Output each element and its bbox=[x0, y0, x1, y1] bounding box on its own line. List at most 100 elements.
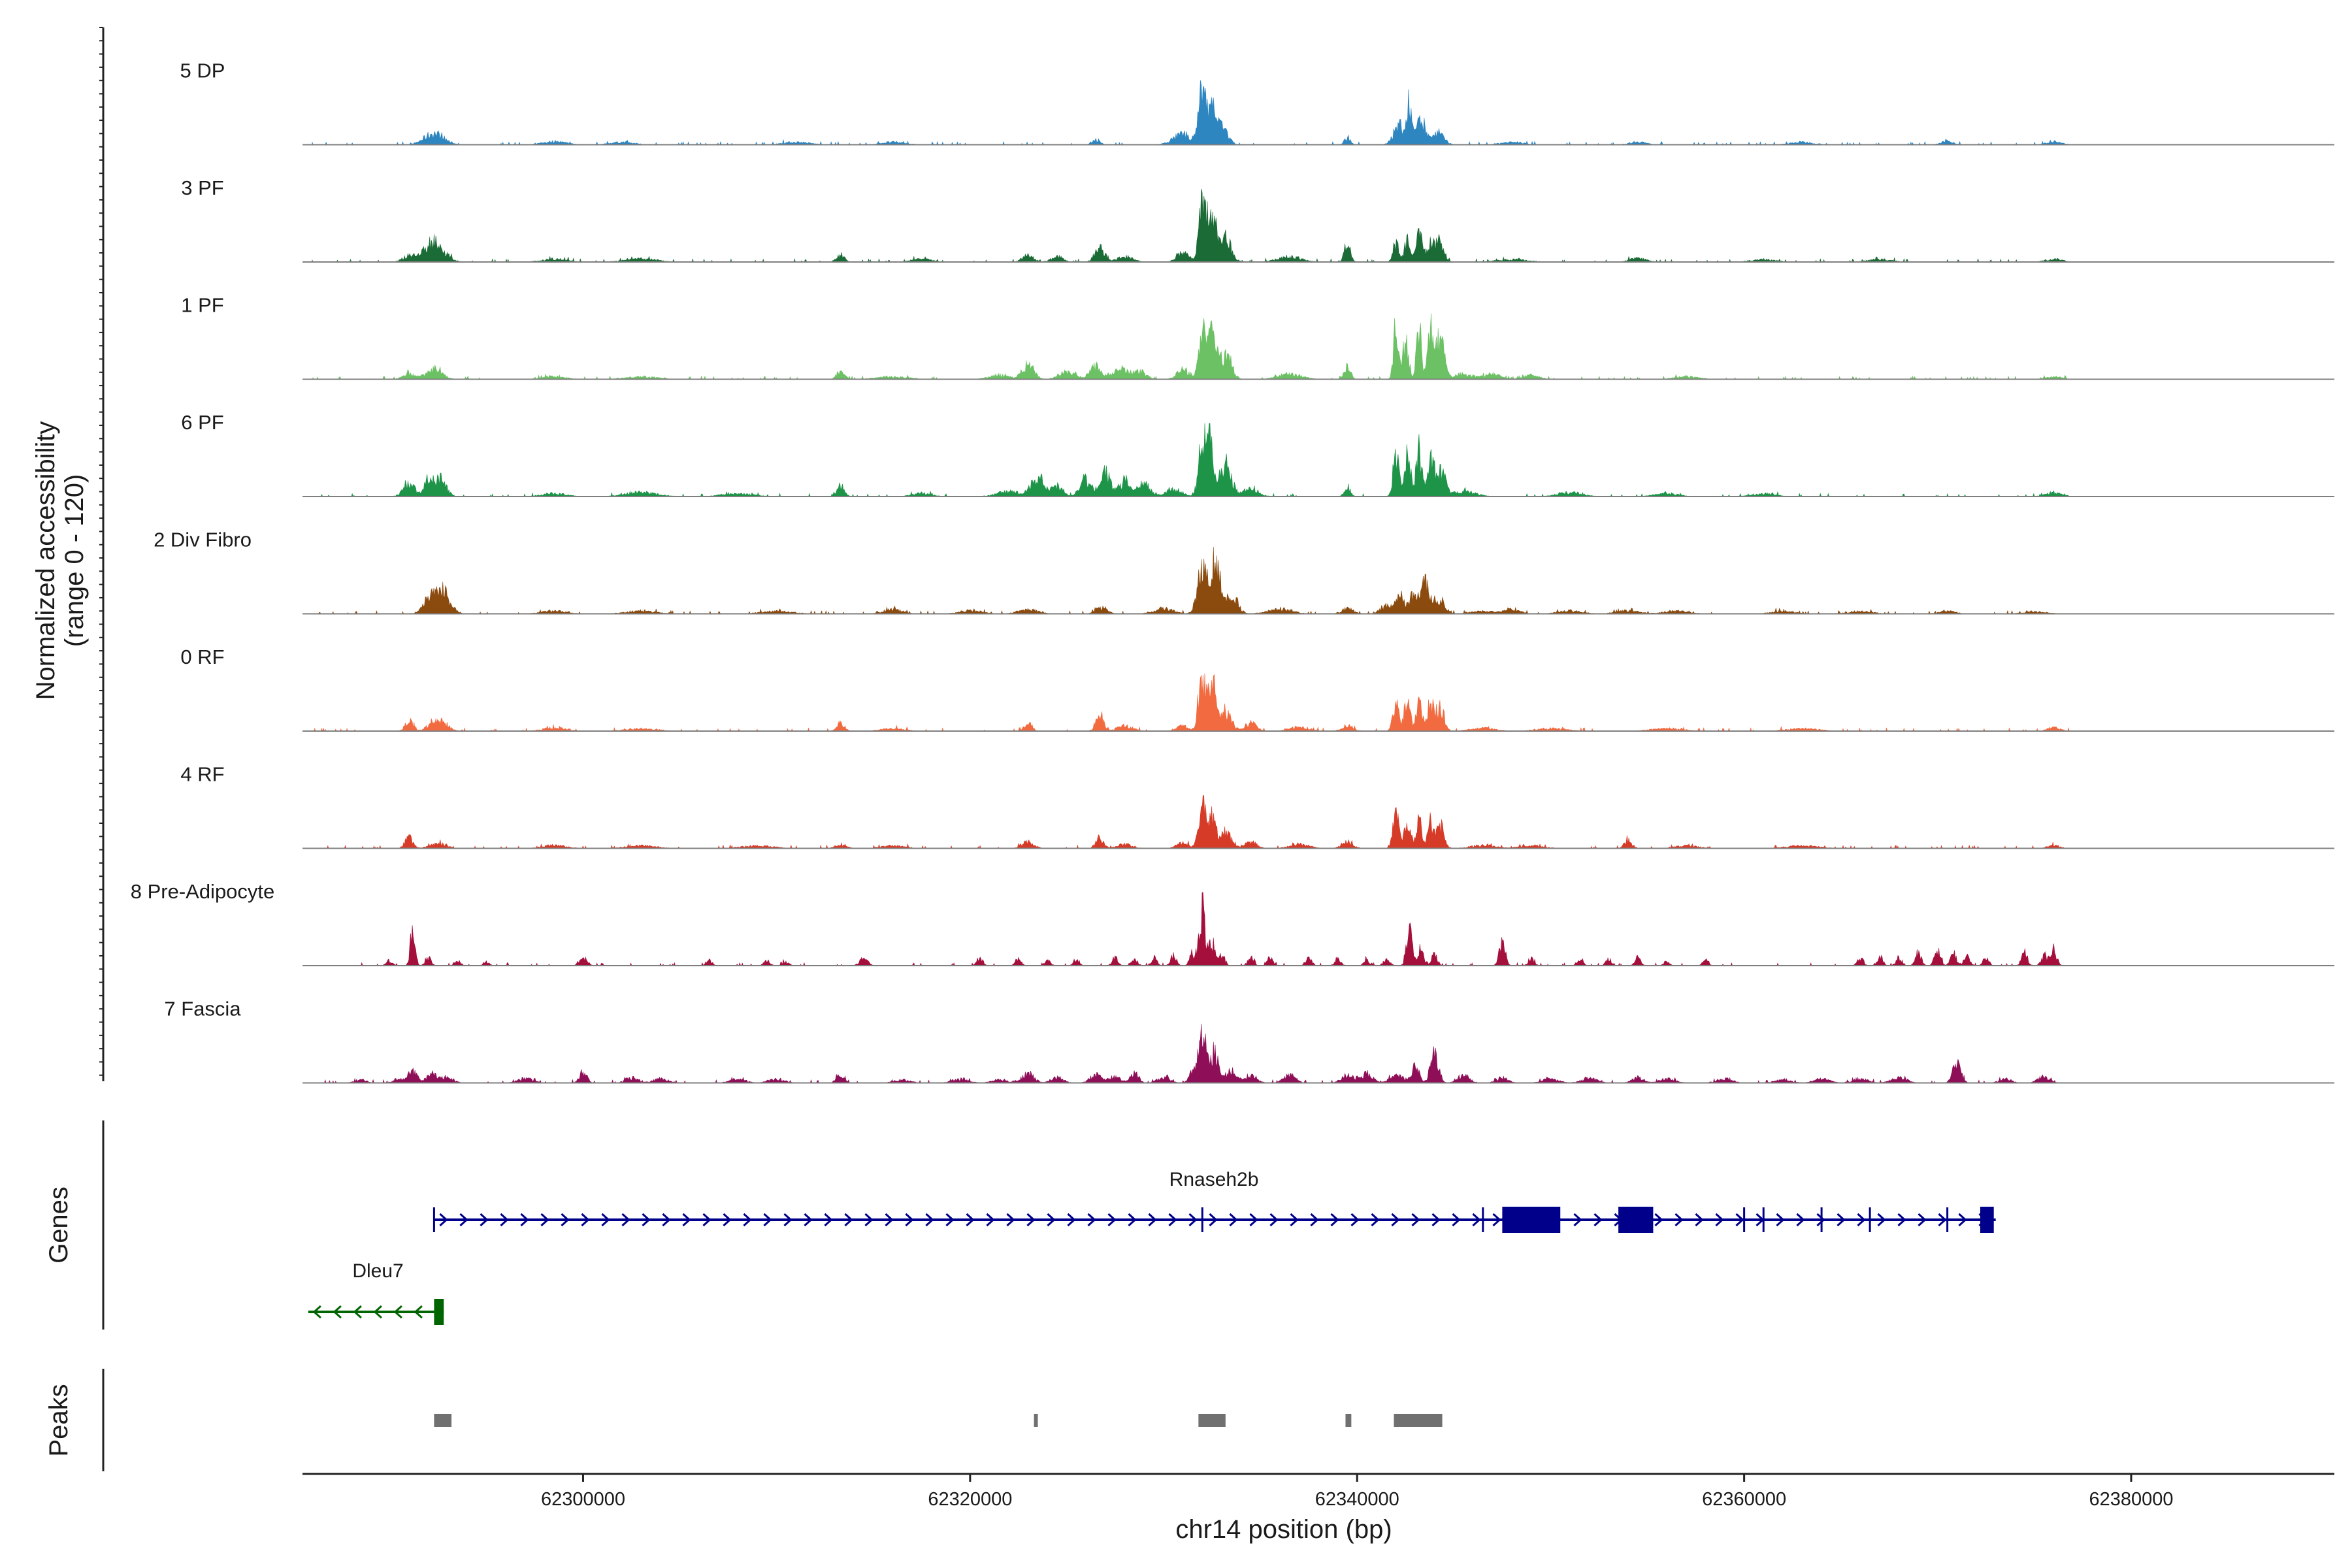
x-axis-title: chr14 position (bp) bbox=[1175, 1515, 1392, 1544]
strand-arrow bbox=[1918, 1213, 1927, 1227]
strand-arrow bbox=[1837, 1213, 1846, 1227]
y-axis-title-line1: Normalized accessibility bbox=[31, 421, 60, 700]
strand-arrow bbox=[1411, 1213, 1420, 1227]
strand-arrow bbox=[864, 1213, 874, 1227]
peak-region bbox=[1394, 1414, 1443, 1427]
strand-arrow bbox=[1452, 1213, 1461, 1227]
track-label: 4 RF bbox=[180, 763, 224, 786]
strand-arrow bbox=[885, 1213, 894, 1227]
x-tick-label: 62380000 bbox=[2089, 1489, 2173, 1510]
peak-regions bbox=[434, 1414, 1443, 1427]
gene-name: Dleu7 bbox=[352, 1260, 403, 1282]
strand-arrow bbox=[804, 1213, 813, 1227]
strand-arrow bbox=[1168, 1213, 1177, 1227]
strand-arrow bbox=[1290, 1213, 1299, 1227]
strand-arrow bbox=[1816, 1213, 1825, 1227]
coverage-area bbox=[312, 80, 2070, 146]
strand-arrow bbox=[1674, 1213, 1684, 1227]
x-tick-label: 62340000 bbox=[1315, 1489, 1399, 1510]
strand-arrow bbox=[414, 1305, 423, 1319]
strand-arrow bbox=[986, 1213, 995, 1227]
gene-name: Rnaseh2b bbox=[1169, 1169, 1259, 1190]
strand-arrow bbox=[520, 1213, 529, 1227]
track-label: 6 PF bbox=[181, 411, 223, 434]
track-label: 8 Pre-Adipocyte bbox=[131, 880, 275, 903]
strand-arrow bbox=[1654, 1213, 1663, 1227]
strand-arrow bbox=[1249, 1213, 1258, 1227]
strand-arrow bbox=[905, 1213, 914, 1227]
strand-arrow bbox=[1067, 1213, 1076, 1227]
strand-arrow bbox=[763, 1213, 772, 1227]
strand-arrow bbox=[621, 1213, 630, 1227]
strand-arrow bbox=[1087, 1213, 1096, 1227]
track-0-rf: 0 RF bbox=[180, 645, 2334, 732]
strand-arrow bbox=[1330, 1213, 1339, 1227]
coverage-tracks: 5 DP 3 PF 1 PF 6 PF 2 Div Fibro 0 RF 4 RF 8 Pre… bbox=[131, 59, 2334, 1084]
track-4-rf: 4 RF bbox=[180, 763, 2334, 849]
strand-arrow bbox=[1391, 1213, 1400, 1227]
strand-arrow bbox=[1796, 1213, 1805, 1227]
x-axis-ticks: 62300000 62320000 62340000 62360000 62380000 bbox=[541, 1474, 2174, 1510]
coverage-area bbox=[312, 892, 2070, 966]
peak-region bbox=[1034, 1414, 1038, 1427]
strand-arrow bbox=[702, 1213, 711, 1227]
strand-arrow bbox=[561, 1213, 570, 1227]
strand-arrow bbox=[1107, 1213, 1117, 1227]
strand-arrow bbox=[1573, 1213, 1582, 1227]
strand-arrow bbox=[500, 1213, 509, 1227]
strand-arrow bbox=[743, 1213, 752, 1227]
genes-panel-title: Genes bbox=[44, 1186, 73, 1264]
peak-region bbox=[434, 1414, 452, 1427]
exon-block bbox=[1618, 1207, 1654, 1233]
strand-arrow bbox=[1715, 1213, 1724, 1227]
strand-arrow bbox=[1047, 1213, 1056, 1227]
exon-block bbox=[1502, 1207, 1561, 1233]
track-6-pf: 6 PF bbox=[181, 411, 2334, 497]
coverage-area bbox=[312, 547, 2070, 614]
strand-arrow bbox=[1026, 1213, 1036, 1227]
strand-arrow bbox=[393, 1305, 402, 1319]
track-label: 7 Fascia bbox=[164, 998, 241, 1021]
strand-arrow bbox=[1209, 1213, 1218, 1227]
track-1-pf: 1 PF bbox=[181, 294, 2334, 380]
strand-arrow bbox=[540, 1213, 549, 1227]
coverage-area bbox=[312, 794, 2070, 849]
strand-arrow bbox=[824, 1213, 833, 1227]
x-tick-label: 62300000 bbox=[541, 1489, 625, 1510]
strand-arrow bbox=[682, 1213, 691, 1227]
peak-region bbox=[1198, 1414, 1226, 1427]
track-3-pf: 3 PF bbox=[181, 176, 2334, 263]
strand-arrow bbox=[1148, 1213, 1157, 1227]
strand-arrow bbox=[662, 1213, 671, 1227]
strand-arrow bbox=[581, 1213, 590, 1227]
strand-arrow bbox=[1897, 1213, 1906, 1227]
strand-arrow bbox=[1128, 1213, 1137, 1227]
strand-arrow bbox=[966, 1213, 975, 1227]
strand-arrow bbox=[480, 1213, 489, 1227]
strand-arrow bbox=[1695, 1213, 1704, 1227]
strand-arrow bbox=[1310, 1213, 1319, 1227]
gene-dleu7: Dleu7 bbox=[308, 1260, 444, 1325]
track-label: 2 Div Fibro bbox=[154, 529, 252, 551]
strand-arrow bbox=[1472, 1213, 1481, 1227]
coverage-area bbox=[312, 423, 2070, 497]
x-tick-label: 62360000 bbox=[1702, 1489, 1786, 1510]
strand-arrow bbox=[439, 1213, 448, 1227]
strand-arrow bbox=[945, 1213, 955, 1227]
coverage-area bbox=[312, 313, 2070, 380]
strand-arrow bbox=[783, 1213, 792, 1227]
strand-arrow bbox=[1492, 1213, 1501, 1227]
strand-arrow bbox=[333, 1305, 342, 1319]
track-2-div-fibro: 2 Div Fibro bbox=[154, 529, 2334, 615]
strand-arrow bbox=[373, 1305, 382, 1319]
y-axis-title-line2: (range 0 - 120) bbox=[60, 474, 89, 647]
strand-arrow bbox=[353, 1305, 362, 1319]
strand-arrow bbox=[1938, 1213, 1947, 1227]
strand-arrow bbox=[844, 1213, 853, 1227]
strand-arrow bbox=[925, 1213, 934, 1227]
strand-arrow bbox=[642, 1213, 651, 1227]
track-8-pre-adipocyte: 8 Pre-Adipocyte bbox=[131, 880, 2334, 966]
coverage-area bbox=[312, 188, 2070, 263]
y-axis-ticks bbox=[99, 27, 103, 1076]
